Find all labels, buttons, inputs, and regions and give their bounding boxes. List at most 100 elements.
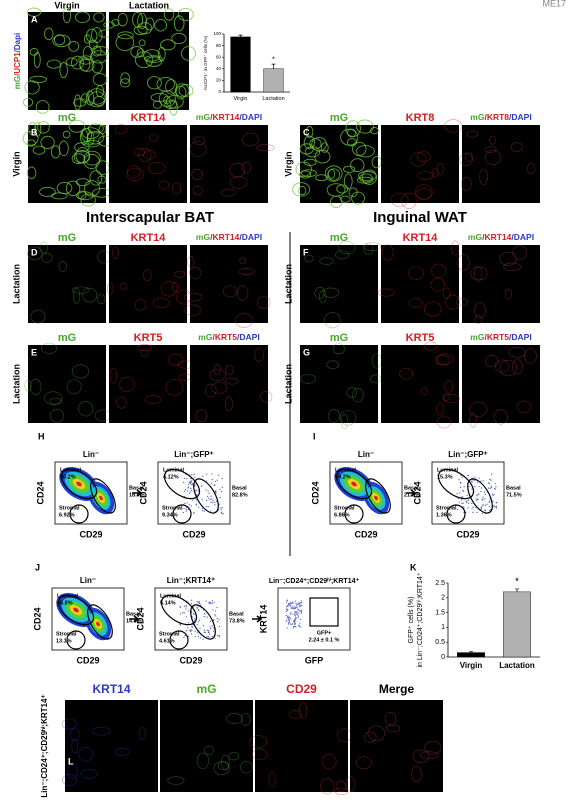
x-tick-label: Virgin <box>234 96 248 102</box>
event-dot <box>301 604 303 606</box>
cell-outline <box>119 282 128 290</box>
event-dot <box>190 630 192 633</box>
axis-label: CD29 <box>79 529 102 539</box>
cell-outline <box>111 246 119 259</box>
cell-outline <box>158 180 169 190</box>
cell-outline <box>58 261 68 272</box>
event-dot <box>296 611 298 613</box>
gate-value: 59.2% <box>335 474 351 480</box>
gate-value: 2.24 ± 0.1 % <box>309 637 340 643</box>
gate <box>335 468 373 500</box>
event-dot <box>183 637 185 639</box>
micrograph <box>350 700 443 792</box>
cell-outline <box>235 313 253 328</box>
cell-outline <box>451 240 460 256</box>
gate-value: 50.2% <box>60 474 76 480</box>
micrograph <box>462 245 540 323</box>
gate-name: Stromal <box>436 505 457 511</box>
gate-name: Luminal <box>163 467 185 473</box>
event-dot <box>289 617 291 619</box>
plot-title: Lin⁻;GFP⁺ <box>448 450 488 459</box>
cell-outline <box>148 133 159 142</box>
cell-outline <box>465 152 473 162</box>
event-dot <box>484 493 486 495</box>
cell-outline <box>80 769 98 779</box>
micrograph <box>28 345 106 423</box>
event-dot <box>206 629 208 631</box>
event-dot <box>287 605 289 608</box>
event-dot <box>471 508 473 510</box>
cell-outline <box>355 145 375 158</box>
panel-letter: G <box>303 347 310 357</box>
y-tick-label: 2 <box>441 595 445 602</box>
event-dot <box>214 637 216 639</box>
event-dot <box>203 510 205 512</box>
error-bar <box>271 63 276 69</box>
event-dot <box>195 490 197 492</box>
cell-outline <box>78 55 94 65</box>
event-dot <box>218 625 221 628</box>
event-dot <box>292 623 294 625</box>
cell-outline <box>249 735 268 749</box>
density-blob <box>96 621 100 627</box>
event-dot <box>490 485 492 487</box>
cell-outline <box>29 75 48 84</box>
cell-outline <box>58 140 69 157</box>
event-dot <box>206 616 208 618</box>
event-dot <box>293 619 295 621</box>
cell-outline <box>156 76 175 92</box>
label-part: /DAPI <box>511 232 534 242</box>
event-dot <box>480 487 483 489</box>
event-dot <box>187 486 189 488</box>
event-dot <box>293 606 295 608</box>
panel-letter: H <box>38 431 45 441</box>
event-dot <box>187 627 189 629</box>
event-dot <box>290 612 292 614</box>
cell-outline <box>238 268 256 275</box>
event-dot <box>480 508 483 510</box>
event-dot <box>209 626 211 628</box>
cell-outline <box>474 315 483 325</box>
event-dot <box>486 503 488 505</box>
axis-label: CD24 <box>32 607 42 630</box>
event-dot <box>188 622 190 624</box>
event-dot <box>489 500 491 502</box>
event-dot <box>482 504 484 506</box>
event-dot <box>474 479 476 481</box>
event-dot <box>213 630 215 632</box>
panel-letter: A <box>31 14 38 24</box>
cell-outline <box>69 727 81 741</box>
cell-outline <box>524 348 537 364</box>
cell-outline <box>184 304 202 316</box>
event-dot <box>211 498 213 500</box>
event-dot <box>474 486 476 488</box>
event-dot <box>476 495 478 497</box>
cell-outline <box>363 731 377 743</box>
cell-outline <box>82 46 93 61</box>
event-dot <box>295 606 297 608</box>
event-dot <box>478 485 480 488</box>
event-dot <box>210 501 212 503</box>
event-dot <box>290 618 292 620</box>
event-dot <box>286 600 288 602</box>
cell-outline <box>191 168 203 181</box>
arrow <box>252 615 263 623</box>
event-dot <box>186 508 188 511</box>
cell-outline <box>160 281 178 297</box>
event-dot <box>198 619 201 621</box>
event-dot <box>191 483 193 486</box>
cell-outline <box>59 62 68 79</box>
event-dot <box>202 638 204 640</box>
cell-outline <box>363 242 382 252</box>
cell-outline <box>62 7 71 24</box>
cell-outline <box>314 286 326 299</box>
event-dot <box>207 490 209 492</box>
side-label: Lactation <box>283 264 293 304</box>
event-dot <box>210 628 212 630</box>
cell-outline <box>29 48 39 56</box>
cell-outline <box>510 142 523 152</box>
cell-outline <box>332 343 346 355</box>
y-tick-label: 60 <box>216 54 222 59</box>
cell-outline <box>164 100 178 110</box>
cell-outline <box>327 409 340 423</box>
